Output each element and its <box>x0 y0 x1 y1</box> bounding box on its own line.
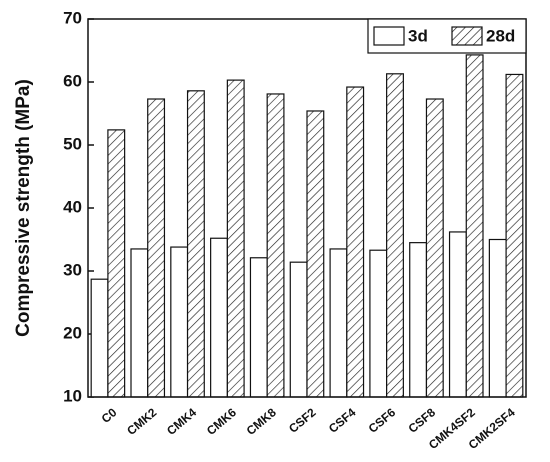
bar <box>266 93 285 398</box>
bar <box>226 79 245 398</box>
bar <box>346 86 365 398</box>
y-axis-label: Compressive strength (MPa) <box>13 79 34 337</box>
x-tick-label: CMK4 <box>164 405 199 438</box>
x-tick-label: C0 <box>99 405 120 426</box>
bar <box>369 249 388 398</box>
legend-label: 28d <box>486 26 515 45</box>
bar <box>465 54 484 398</box>
bar <box>170 246 189 398</box>
bar <box>488 238 507 398</box>
bar <box>130 248 149 398</box>
bar <box>505 73 524 398</box>
x-tick-label: CSF8 <box>406 405 439 436</box>
bar <box>147 98 166 398</box>
bar <box>409 242 428 398</box>
x-tick-label: CSF6 <box>366 405 399 436</box>
bar <box>90 278 109 398</box>
bar <box>425 98 444 398</box>
x-tick-label: CSF2 <box>286 405 319 436</box>
bar <box>329 248 348 398</box>
y-tick-label: 20 <box>63 323 82 342</box>
bar <box>249 257 268 398</box>
y-tick-label: 30 <box>63 260 82 279</box>
bar <box>448 231 467 398</box>
y-tick-label: 40 <box>63 197 82 216</box>
legend-swatch <box>373 26 405 46</box>
x-tick-label: CMK6 <box>204 405 239 438</box>
y-tick-label: 60 <box>63 71 82 90</box>
plot-frame <box>87 18 527 398</box>
y-tick-label: 70 <box>63 8 82 27</box>
x-tick-label: CSF4 <box>326 405 359 436</box>
bar <box>210 237 228 398</box>
bar <box>289 261 308 398</box>
bar <box>186 90 205 398</box>
x-tick-label: CMK2 <box>124 405 159 438</box>
bar <box>386 73 404 398</box>
legend-swatch <box>451 26 483 46</box>
bar <box>107 129 126 398</box>
x-tick-label: CMK8 <box>244 405 279 438</box>
legend-label: 3d <box>408 26 428 45</box>
y-tick-label: 50 <box>63 134 82 153</box>
bar <box>306 110 325 398</box>
y-tick-label: 10 <box>63 386 82 405</box>
